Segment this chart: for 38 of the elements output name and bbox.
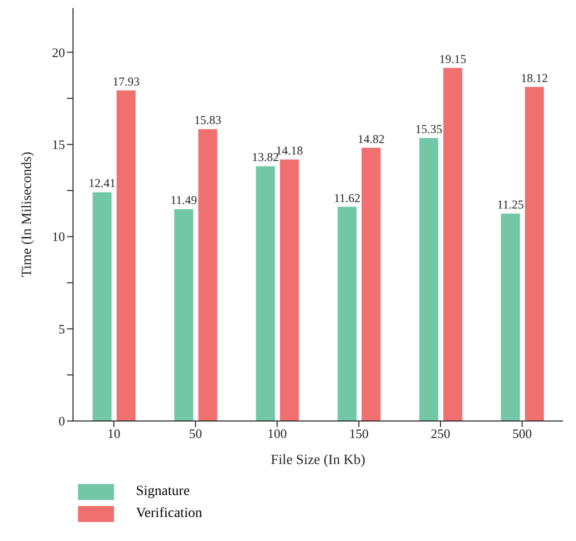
data-label: 11.62 (334, 190, 360, 205)
y-tick-label: 0 (58, 414, 65, 429)
y-tick-label: 15 (52, 137, 65, 152)
x-tick-label: 500 (512, 426, 532, 442)
bar (174, 209, 194, 421)
data-label: 19.15 (439, 52, 466, 66)
data-label: 11.49 (170, 193, 198, 208)
data-label: 13.82 (252, 150, 279, 164)
bar (500, 214, 520, 421)
data-label: 15.35 (415, 122, 442, 136)
x-tick-label: 250 (430, 426, 450, 442)
y-axis-title: Time (In Miliseconds) (20, 151, 35, 278)
bar (198, 129, 218, 421)
y-tick-label: 5 (58, 321, 65, 336)
x-tick-label: 100 (267, 426, 287, 442)
bar (280, 160, 299, 421)
data-label: 11.25 (497, 198, 524, 212)
legend-label: Signature (136, 484, 190, 500)
bar (116, 90, 136, 421)
data-label: 17.93 (112, 74, 140, 88)
bar (362, 148, 381, 421)
x-tick-label: 10 (107, 426, 120, 442)
x-axis-title: File Size (In Kb) (270, 453, 366, 468)
data-label: 18.12 (520, 70, 548, 85)
bar (443, 68, 462, 421)
bar (524, 86, 544, 421)
legend-label: Verification (136, 506, 202, 522)
bar (256, 166, 275, 421)
data-label: 12.41 (88, 176, 116, 190)
bar (419, 138, 438, 421)
y-tick-label: 10 (52, 229, 65, 244)
bar (338, 206, 357, 421)
bar (92, 192, 112, 421)
x-tick-label: 150 (349, 426, 369, 442)
data-label: 15.83 (194, 113, 222, 128)
data-label: 14.82 (358, 132, 385, 146)
y-tick-label: 20 (52, 44, 65, 60)
x-tick-label: 50 (189, 426, 202, 442)
